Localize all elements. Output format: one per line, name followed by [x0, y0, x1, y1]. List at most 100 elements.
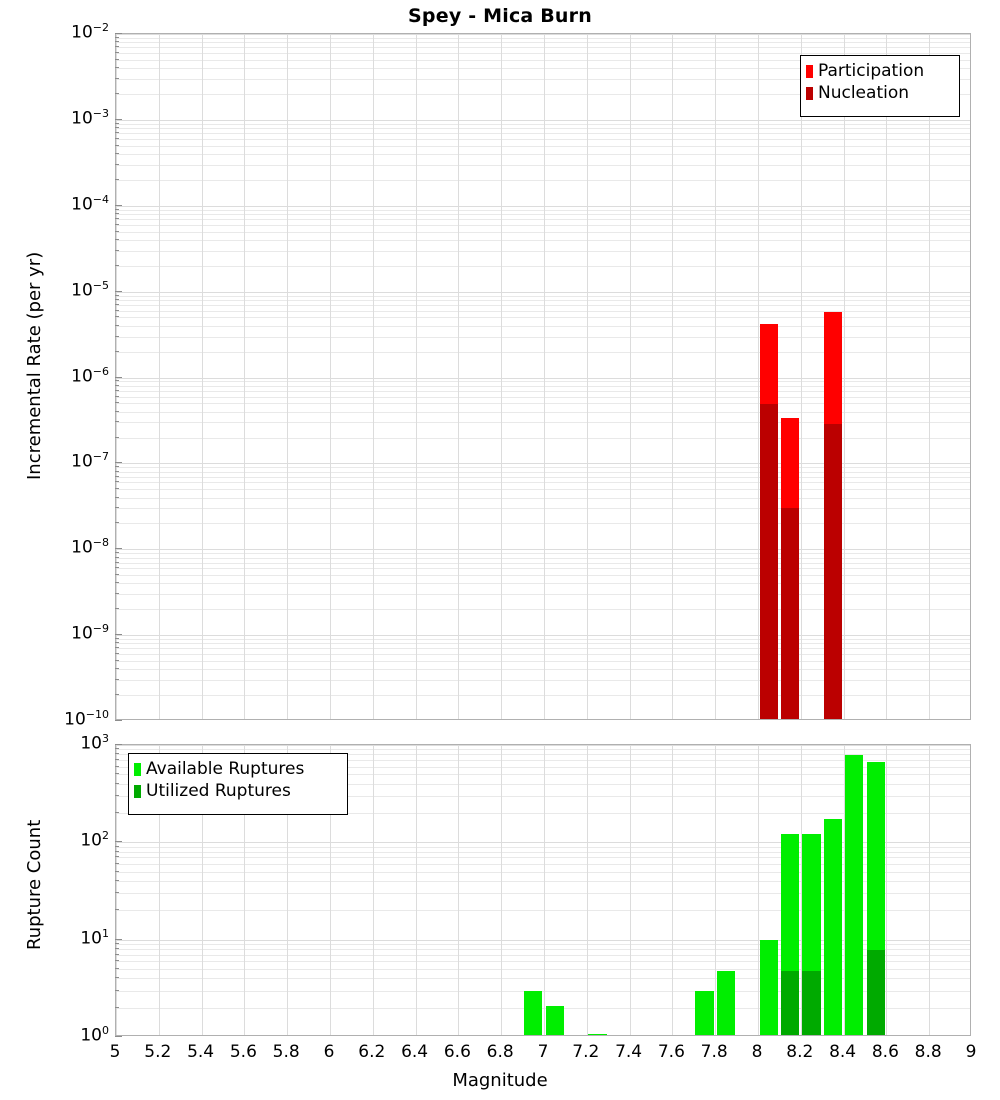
y-tick-mark: [115, 481, 119, 482]
bar-available-ruptures: [524, 991, 542, 1035]
y-tick-label: 10−3: [71, 108, 109, 128]
gridline-vertical: [159, 34, 160, 719]
bar-available-ruptures: [695, 991, 713, 1035]
y-tick-mark: [115, 783, 119, 784]
y-tick-mark: [115, 880, 119, 881]
gridline-vertical: [544, 745, 545, 1035]
y-tick-mark: [115, 179, 119, 180]
bar-utilized-ruptures: [867, 950, 885, 1035]
legend-label: Nucleation: [818, 85, 909, 102]
y-tick-mark: [115, 634, 122, 635]
y-tick-label: 102: [80, 830, 109, 850]
y-tick-mark: [115, 437, 119, 438]
bottom-legend-entry: Utilized Ruptures: [134, 780, 341, 802]
y-tick-mark: [115, 52, 119, 53]
gridline-vertical: [501, 745, 502, 1035]
y-tick-mark: [115, 582, 119, 583]
y-tick-mark: [115, 562, 119, 563]
gridline-vertical: [886, 745, 887, 1035]
y-tick-mark: [115, 250, 119, 251]
y-tick-mark: [115, 209, 119, 210]
gridline-vertical: [287, 34, 288, 719]
y-tick-mark: [115, 552, 119, 553]
y-tick-mark: [115, 205, 122, 206]
gridline-vertical: [672, 34, 673, 719]
y-tick-mark: [115, 990, 119, 991]
y-tick-mark: [115, 310, 119, 311]
y-tick-mark: [115, 856, 119, 857]
bar-nucleation: [760, 404, 778, 719]
bar-available-ruptures: [717, 971, 735, 1035]
gridline-vertical: [929, 34, 930, 719]
y-tick-mark: [115, 316, 119, 317]
legend-swatch-icon: [806, 65, 813, 78]
x-axis-title: Magnitude: [0, 1070, 1000, 1091]
gridline-vertical: [587, 34, 588, 719]
y-tick-label: 100: [80, 1025, 109, 1045]
gridline-vertical: [330, 34, 331, 719]
y-tick-mark: [115, 396, 119, 397]
y-tick-mark: [115, 1007, 119, 1008]
gridline-vertical: [458, 745, 459, 1035]
y-tick-mark: [115, 93, 119, 94]
bar-utilized-ruptures: [802, 971, 820, 1036]
y-tick-mark: [115, 638, 119, 639]
y-tick-mark: [115, 304, 119, 305]
y-tick-mark: [115, 466, 119, 467]
y-tick-mark: [115, 567, 119, 568]
top-legend: ParticipationNucleation: [800, 55, 960, 117]
y-tick-mark: [115, 863, 119, 864]
gridline-vertical: [587, 745, 588, 1035]
gridline-vertical: [416, 745, 417, 1035]
top-legend-entry: Nucleation: [806, 82, 953, 104]
gridline-vertical: [801, 34, 802, 719]
y-tick-mark: [115, 960, 119, 961]
y-tick-mark: [115, 218, 119, 219]
y-tick-label: 103: [80, 733, 109, 753]
y-tick-mark: [115, 812, 119, 813]
y-tick-mark: [115, 213, 119, 214]
y-tick-mark: [115, 476, 119, 477]
gridline-vertical: [844, 34, 845, 719]
y-tick-mark: [115, 694, 119, 695]
gridline-vertical: [373, 34, 374, 719]
y-tick-mark: [115, 647, 119, 648]
bottom-legend: Available Ruptures Utilized Ruptures: [128, 753, 348, 815]
y-tick-mark: [115, 557, 119, 558]
bar-available-ruptures: [760, 940, 778, 1035]
gridline-vertical: [715, 34, 716, 719]
legend-swatch-icon: [134, 785, 141, 798]
legend-label: Utilized Ruptures: [146, 783, 291, 800]
bar-available-ruptures: [845, 755, 863, 1035]
gridline-vertical: [672, 745, 673, 1035]
legend-swatch-icon: [806, 87, 813, 100]
y-tick-mark: [115, 488, 119, 489]
y-tick-mark: [115, 402, 119, 403]
y-tick-mark: [115, 239, 119, 240]
y-tick-mark: [115, 471, 119, 472]
y-tick-mark: [115, 744, 122, 745]
bar-utilized-ruptures: [781, 971, 799, 1036]
bottom-legend-entry: Available Ruptures: [134, 758, 341, 780]
gridline-vertical: [116, 745, 117, 1035]
y-tick-mark: [115, 295, 119, 296]
y-tick-mark: [115, 385, 119, 386]
y-tick-mark: [115, 948, 119, 949]
y-tick-mark: [115, 37, 119, 38]
y-tick-mark: [115, 748, 119, 749]
y-tick-mark: [115, 548, 122, 549]
y-tick-mark: [115, 679, 119, 680]
y-tick-mark: [115, 351, 119, 352]
gridline-vertical: [244, 34, 245, 719]
y-tick-mark: [115, 132, 119, 133]
y-tick-mark: [115, 720, 122, 721]
y-tick-mark: [115, 336, 119, 337]
y-tick-mark: [115, 892, 119, 893]
y-tick-mark: [115, 164, 119, 165]
incremental-rate-plot: [115, 33, 971, 720]
y-tick-mark: [115, 46, 119, 47]
y-tick-label: 10−2: [71, 22, 109, 42]
y-tick-mark: [115, 653, 119, 654]
gridline-vertical: [630, 34, 631, 719]
y-tick-mark: [115, 411, 119, 412]
